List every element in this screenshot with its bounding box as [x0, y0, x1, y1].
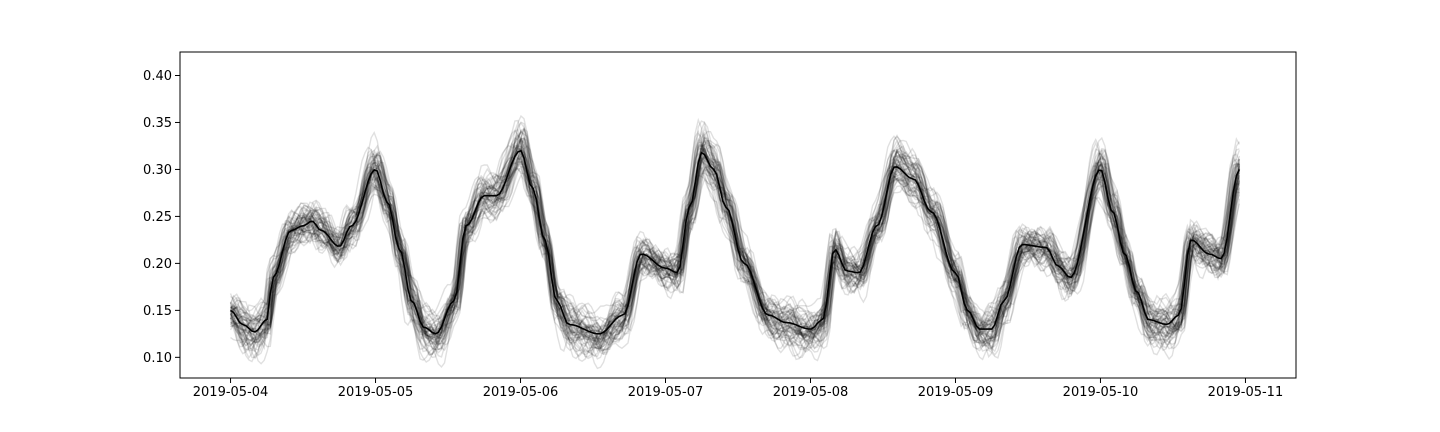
ensemble-line [229, 119, 1240, 350]
mean-line [230, 149, 1241, 335]
y-tick-label: 0.20 [143, 257, 172, 272]
x-tick-label: 2019-05-06 [483, 385, 559, 400]
y-axis: 0.10 0.15 0.20 0.25 0.30 0.35 0.40 [143, 69, 180, 366]
ensemble-line [230, 163, 1241, 344]
ensemble-line [229, 157, 1240, 338]
ensemble-line [230, 147, 1241, 360]
y-tick-label: 0.30 [143, 163, 172, 178]
ensemble-line [229, 130, 1241, 350]
ensemble-line [230, 139, 1241, 365]
ensemble-line [230, 146, 1240, 356]
ensemble-line [230, 133, 1241, 342]
ensemble-line [230, 114, 1241, 348]
ensemble-line [229, 136, 1241, 345]
ensemble-line [229, 155, 1241, 344]
ensemble-line [229, 134, 1240, 351]
ensemble-line [229, 144, 1240, 351]
ensemble-line [230, 142, 1240, 356]
x-tick-label: 2019-05-11 [1208, 385, 1284, 400]
ensemble-line [229, 117, 1240, 359]
x-tick-label: 2019-05-09 [918, 385, 994, 400]
ensemble-line [230, 130, 1241, 347]
ensemble-line [230, 145, 1241, 357]
ensemble-line [229, 141, 1241, 347]
y-tick-label: 0.40 [143, 69, 172, 84]
ensemble-line [230, 150, 1241, 352]
ensemble-line [230, 138, 1241, 353]
y-tick-label: 0.10 [143, 351, 172, 366]
y-tick-label: 0.15 [143, 304, 172, 319]
ensemble-line [230, 121, 1241, 353]
ensemble-line [229, 138, 1240, 353]
y-tick-label: 0.25 [143, 210, 172, 225]
y-tick-label: 0.35 [143, 116, 172, 131]
ensemble-line [229, 139, 1241, 340]
plot-area-frame [179, 51, 1297, 379]
mean-line-group [230, 149, 1241, 335]
ensemble-line [230, 141, 1241, 361]
ensemble-line [229, 137, 1241, 334]
ensemble-line [229, 132, 1241, 335]
x-axis: 2019-05-04 2019-05-05 2019-05-06 2019-05-07… [193, 378, 1283, 400]
ensemble-line [230, 166, 1240, 337]
ensemble-line [230, 137, 1241, 352]
x-tick-label: 2019-05-08 [773, 385, 849, 400]
ensemble-line [230, 128, 1241, 354]
ensemble-line [230, 167, 1240, 334]
ensemble-line [230, 148, 1241, 334]
x-tick-label: 2019-05-04 [193, 385, 269, 400]
x-tick-label: 2019-05-07 [628, 385, 704, 400]
ensemble-line [230, 156, 1240, 337]
x-tick-label: 2019-05-05 [338, 385, 414, 400]
ensemble-line [230, 137, 1241, 348]
x-tick-label: 2019-05-10 [1063, 385, 1139, 400]
